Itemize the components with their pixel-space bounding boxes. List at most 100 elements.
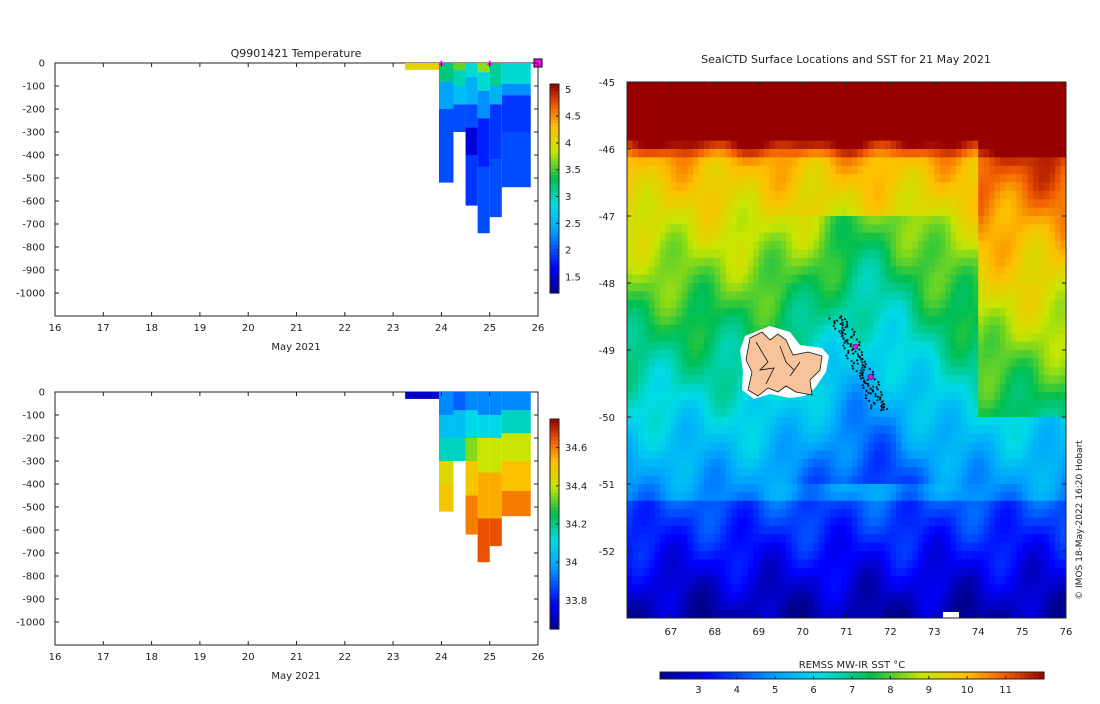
sst-cell <box>874 476 880 485</box>
sst-cell <box>737 82 743 91</box>
colorbar-segment <box>550 594 559 598</box>
x-tick-label: 16 <box>49 652 62 663</box>
sst-cell <box>923 384 929 393</box>
sst-cell <box>929 241 935 250</box>
colorbar-segment <box>550 444 559 448</box>
sst-cell <box>907 141 913 150</box>
sst-cell <box>638 417 644 426</box>
colorbar-segment <box>550 227 559 231</box>
sst-cell <box>951 417 957 426</box>
sst-cell <box>781 99 787 108</box>
y-tick-label: -200 <box>22 105 45 116</box>
sst-cell <box>912 509 918 518</box>
sst-cell <box>879 224 885 233</box>
sst-cell <box>660 266 666 275</box>
sst-cell <box>737 425 743 434</box>
sst-cell <box>1044 442 1050 451</box>
sst-cell <box>1017 141 1023 150</box>
sst-cell <box>1055 551 1061 560</box>
sst-cell <box>682 342 688 351</box>
sst-cell <box>885 350 891 359</box>
sst-cell <box>627 392 633 401</box>
sst-cell <box>978 350 984 359</box>
sst-cell <box>698 149 704 158</box>
sst-cell <box>819 208 825 217</box>
sst-cell <box>693 367 699 376</box>
sst-cell <box>715 124 721 133</box>
sst-cell <box>989 157 995 166</box>
sst-cell <box>874 367 880 376</box>
sst-cell <box>1028 434 1034 443</box>
sst-cell <box>923 124 929 133</box>
sst-cell <box>830 476 836 485</box>
sst-cell <box>693 317 699 326</box>
sst-cell <box>654 375 660 384</box>
sst-cell <box>918 333 924 342</box>
sst-cell <box>737 400 743 409</box>
sst-cell <box>984 266 990 275</box>
sst-cell <box>836 484 842 493</box>
profile-cell <box>490 86 502 104</box>
sst-cell <box>770 191 776 200</box>
sst-cell <box>907 325 913 334</box>
sst-cell <box>737 199 743 208</box>
sst-cell <box>753 266 759 275</box>
sst-cell <box>868 417 874 426</box>
sst-cell <box>792 166 798 175</box>
colorbar-segment <box>550 223 559 227</box>
profile-cell <box>466 392 478 410</box>
sst-cell <box>962 342 968 351</box>
sst-cell <box>962 400 968 409</box>
sst-cell <box>978 325 984 334</box>
sst-cell <box>1039 559 1045 568</box>
sst-cell <box>841 183 847 192</box>
sst-cell <box>923 241 929 250</box>
colorbar-segment <box>550 276 559 280</box>
sst-cell <box>715 141 721 150</box>
sst-cell <box>632 291 638 300</box>
sst-cell <box>627 484 633 493</box>
sst-cell <box>1050 191 1056 200</box>
sst-cell <box>956 325 962 334</box>
sst-cell <box>682 132 688 141</box>
y-tick-label: -800 <box>22 572 45 583</box>
sst-cell <box>770 534 776 543</box>
sst-cell <box>731 99 737 108</box>
temperature-colorbar: 1.522.533.544.55 <box>550 84 581 294</box>
sst-cell <box>731 233 737 242</box>
sst-cell <box>737 250 743 259</box>
colorbar-segment <box>550 496 559 500</box>
sst-cell <box>874 283 880 292</box>
sst-cell <box>737 392 743 401</box>
sst-cell <box>841 141 847 150</box>
sst-cell <box>687 291 693 300</box>
sst-cell <box>715 233 721 242</box>
sst-cell <box>748 124 754 133</box>
sst-cell <box>753 409 759 418</box>
sst-cell <box>715 534 721 543</box>
sst-cell <box>792 216 798 225</box>
sst-cell <box>929 333 935 342</box>
sst-cell <box>1044 107 1050 116</box>
colorbar-segment <box>550 531 559 535</box>
sst-cell <box>951 183 957 192</box>
sst-cell <box>907 199 913 208</box>
sst-cell <box>698 124 704 133</box>
sst-cell <box>962 224 968 233</box>
sst-cell <box>934 132 940 141</box>
sst-cell <box>720 409 726 418</box>
sst-cell <box>792 124 798 133</box>
sst-cell <box>643 199 649 208</box>
sst-cell <box>885 258 891 267</box>
sst-cell <box>1006 157 1012 166</box>
sst-cell <box>879 459 885 468</box>
sst-cell <box>627 266 633 275</box>
colorbar-segment <box>550 584 559 588</box>
sst-cell <box>770 107 776 116</box>
sst-cell <box>1044 392 1050 401</box>
sst-cell <box>759 425 765 434</box>
sst-cell <box>649 425 655 434</box>
sst-cell <box>841 350 847 359</box>
sst-cell <box>638 199 644 208</box>
sst-cell <box>901 216 907 225</box>
